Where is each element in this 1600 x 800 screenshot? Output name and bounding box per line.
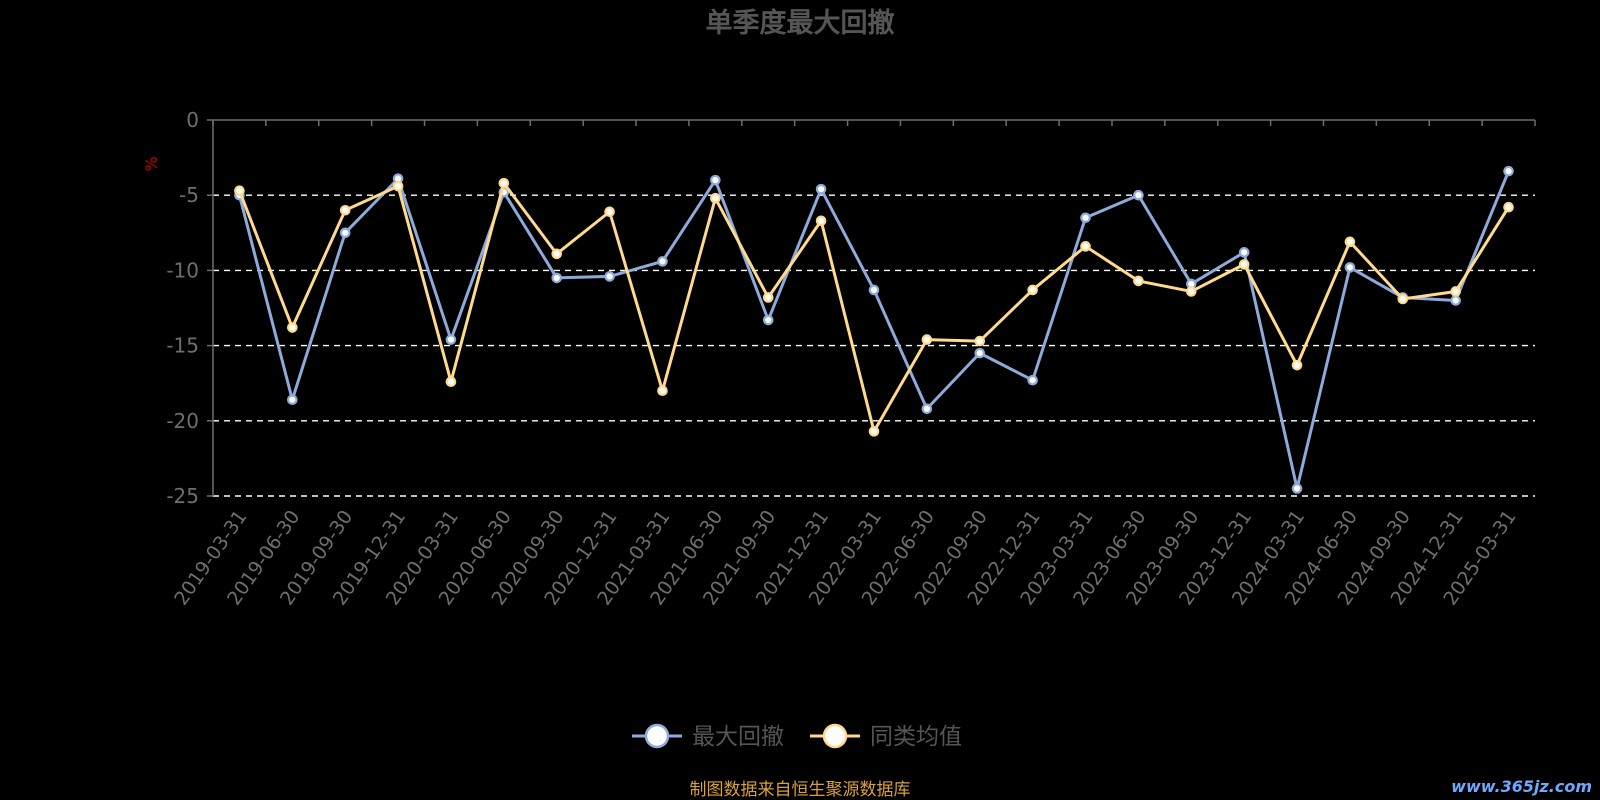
data-point [921, 334, 933, 345]
data-point [1027, 284, 1038, 296]
source-note: 制图数据来自恒生聚源数据库 [690, 780, 911, 800]
data-point [1027, 374, 1038, 386]
data-point [657, 256, 668, 267]
data-point [1344, 236, 1356, 248]
data-point [1185, 286, 1197, 297]
legend-marker [822, 723, 848, 749]
data-point [710, 192, 721, 204]
data-point [1238, 259, 1250, 270]
data-point [868, 284, 880, 296]
legend-label: 最大回撤 [692, 724, 784, 750]
series-2 [234, 177, 1514, 437]
data-point [1503, 165, 1514, 177]
y-tick-label: 0 [186, 108, 199, 132]
y-tick-label: -10 [166, 258, 199, 282]
data-point [1397, 293, 1409, 305]
data-point [445, 376, 457, 387]
data-point [234, 185, 245, 196]
data-point [604, 271, 615, 282]
watermark: www.365jz.com [1451, 777, 1592, 796]
chart-title: 单季度最大回撤 [706, 7, 895, 39]
data-point [974, 335, 986, 347]
series-lines [234, 165, 1514, 494]
data-point [1503, 201, 1514, 213]
data-point [762, 292, 774, 303]
data-point [1133, 189, 1144, 201]
data-point [1344, 262, 1356, 273]
data-point [287, 322, 298, 333]
data-point [815, 183, 827, 195]
data-point [604, 206, 615, 218]
data-point [762, 314, 774, 326]
data-point [392, 180, 404, 192]
y-tick-label: -15 [166, 334, 199, 358]
series-line [237, 170, 1510, 490]
data-point [710, 174, 721, 186]
legend-marker [644, 723, 670, 749]
y-tick-label: -25 [166, 484, 199, 508]
series-1 [234, 165, 1514, 494]
legend: 最大回撤 同类均值 [632, 723, 962, 750]
data-point [498, 177, 510, 189]
legend-item: 最大回撤 [632, 723, 784, 750]
data-point [1450, 295, 1461, 306]
y-tick-labels: 0 -5 -10 -15 -20 -25 [166, 108, 199, 508]
data-point [445, 334, 457, 345]
data-point [657, 385, 668, 397]
data-point [1080, 212, 1091, 224]
data-point [287, 394, 298, 406]
data-point [1291, 359, 1303, 371]
data-point [815, 215, 827, 227]
y-tick-label: -5 [179, 183, 199, 207]
data-point [1238, 247, 1250, 258]
legend-label: 同类均值 [870, 724, 962, 750]
data-point [339, 204, 351, 216]
axes [207, 119, 1536, 497]
data-point [551, 248, 563, 260]
y-axis-label: % [142, 156, 161, 171]
y-tick-label: -20 [166, 409, 199, 433]
x-tick-labels: 2019-03-312019-06-302019-09-302019-12-31… [170, 506, 1520, 609]
data-point [1450, 286, 1461, 297]
data-point [1080, 241, 1091, 252]
data-point [921, 403, 933, 415]
legend-item: 同类均值 [810, 723, 962, 750]
data-point [339, 227, 351, 239]
data-point [868, 426, 880, 437]
data-point [1291, 483, 1303, 494]
data-point [974, 347, 986, 359]
data-point [1133, 275, 1144, 287]
data-point [551, 272, 563, 284]
